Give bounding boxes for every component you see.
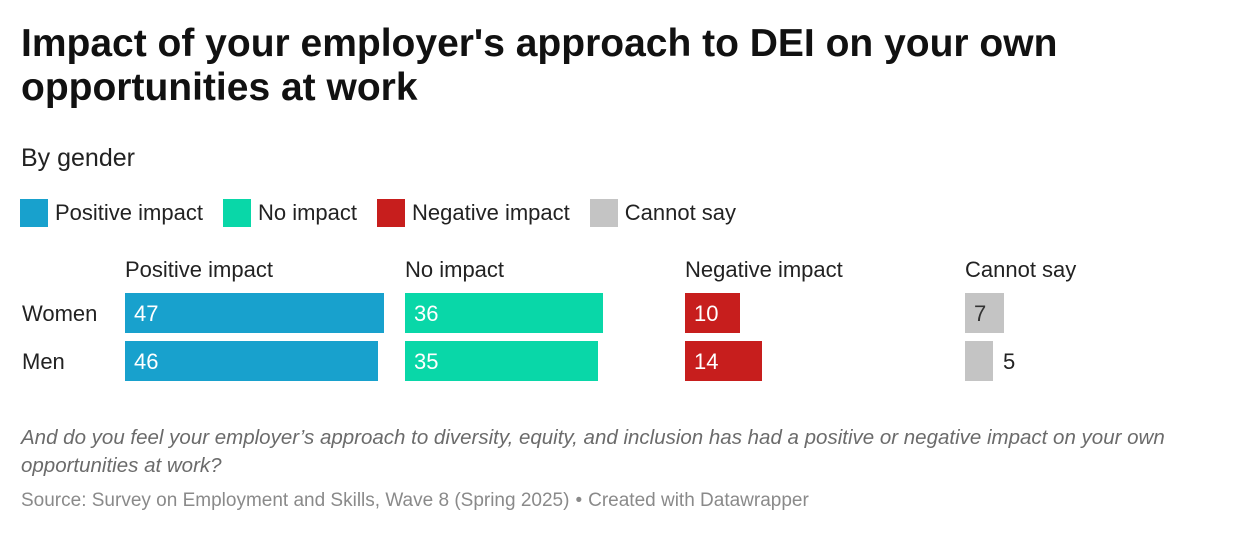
legend-item-cannot-say: Cannot say <box>589 199 737 227</box>
bar-cannot-say-men <box>965 341 993 381</box>
legend-item-negative: Negative impact <box>377 199 570 227</box>
bar-positive-impact-men <box>125 341 378 381</box>
legend-item-positive: Positive impact <box>20 199 203 227</box>
bar-cannot-say-women <box>965 293 1004 333</box>
legend-item-no-impact: No impact <box>222 199 357 227</box>
bar-negative-impact-women <box>685 293 740 333</box>
value-label-no-impact-men: 35 <box>414 349 438 374</box>
legend-swatch-negative <box>377 199 405 227</box>
source-separator: • <box>575 490 583 511</box>
value-label-no-impact-women: 36 <box>414 301 438 326</box>
value-label-positive-impact-men: 46 <box>134 349 158 374</box>
value-label-positive-impact-women: 47 <box>134 301 158 326</box>
legend-label-no-impact: No impact <box>257 200 357 225</box>
panel-header-positive-impact: Positive impact <box>125 257 273 282</box>
value-label-cannot-say-men: 5 <box>1003 349 1015 374</box>
row-label-men: Men <box>22 349 65 374</box>
panel-header-negative-impact: Negative impact <box>685 257 843 282</box>
bar-no-impact-women <box>405 293 603 333</box>
legend-swatch-no-impact <box>222 199 251 227</box>
row-label-women: Women <box>22 301 97 326</box>
panel-header-cannot-say: Cannot say <box>965 257 1076 282</box>
source-text: Source: Survey on Employment and Skills,… <box>21 490 570 511</box>
legend-swatch-positive <box>20 199 48 227</box>
panel-header-no-impact: No impact <box>405 257 504 282</box>
question-note: And do you feel your employer’s approach… <box>21 426 1165 477</box>
bar-no-impact-men <box>405 341 598 381</box>
chart-subtitle: By gender <box>21 144 135 172</box>
source-line: Source: Survey on Employment and Skills,… <box>21 488 809 514</box>
legend-label-cannot-say: Cannot say <box>624 200 737 225</box>
legend-label-positive: Positive impact <box>55 200 203 225</box>
bar-positive-impact-women <box>125 293 384 333</box>
chart-title: Impact of your employer's approach to DE… <box>21 22 1058 109</box>
bar-chart: Women Men Positive impact 47 46 No impact 36 35… <box>22 257 1076 381</box>
credit-text: Created with Datawrapper <box>588 490 809 511</box>
value-label-negative-impact-men: 14 <box>694 349 718 374</box>
legend-swatch-cannot-say <box>589 199 618 227</box>
legend: Positive impact No impact Negative impac… <box>20 198 756 228</box>
legend-label-negative: Negative impact <box>412 200 570 225</box>
value-label-negative-impact-women: 10 <box>694 301 718 326</box>
value-label-cannot-say-women: 7 <box>974 301 986 326</box>
bar-negative-impact-men <box>685 341 762 381</box>
